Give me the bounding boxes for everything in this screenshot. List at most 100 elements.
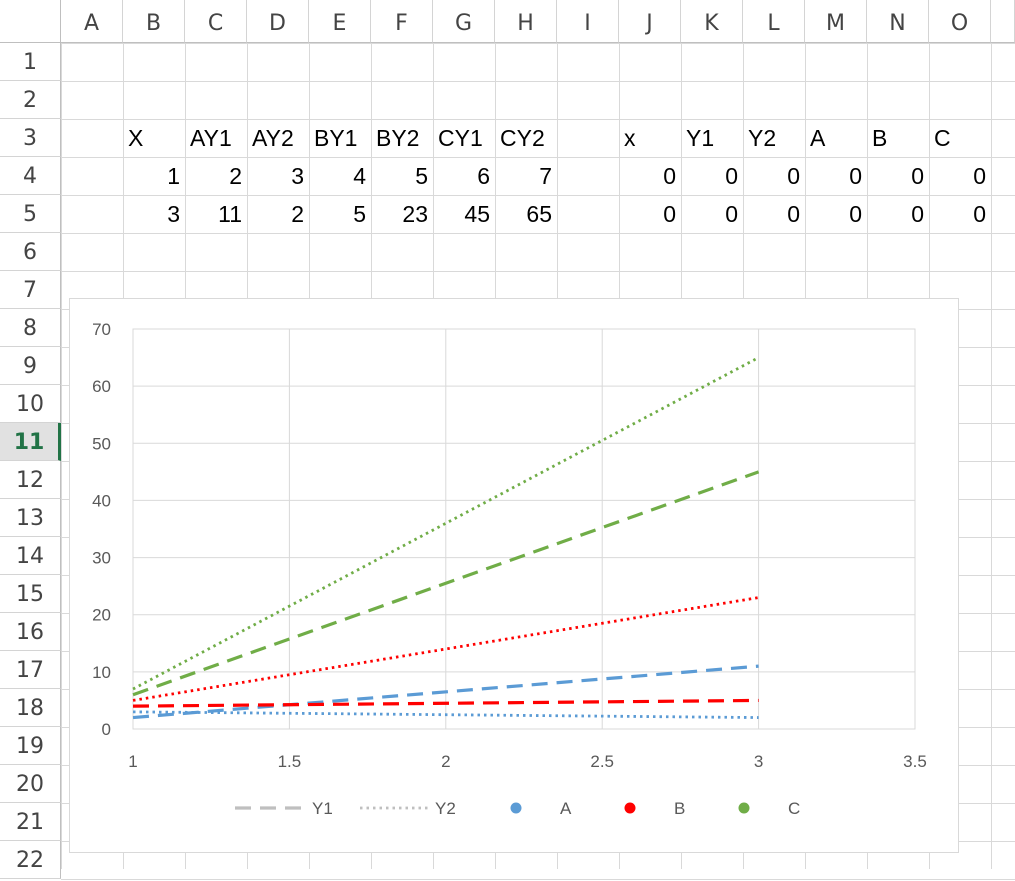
row-header-12[interactable]: 12 [0,461,61,499]
column-gridline [61,43,62,869]
cell-e4[interactable]: 4 [353,163,366,189]
cell-d3[interactable]: AY2 [252,125,294,151]
cell-l4[interactable]: 0 [787,163,800,189]
line-chart[interactable]: 0 10 20 30 40 50 60 70 1 1.5 2 2.5 3 3.5 Y1 Y2 A B C [69,298,959,853]
cell-f4[interactable]: 5 [415,163,428,189]
legend-label[interactable]: Y1 [312,799,333,818]
column-header-j[interactable]: J [619,0,681,43]
cell-h4[interactable]: 7 [539,163,552,189]
cell-k5[interactable]: 0 [725,201,738,227]
row-header-22[interactable]: 22 [0,841,61,879]
cell-e5[interactable]: 5 [353,201,366,227]
series-line-3[interactable] [132,698,759,708]
row-header-19[interactable]: 19 [0,727,61,765]
row-header-16[interactable]: 16 [0,613,61,651]
cell-b3[interactable]: X [128,125,144,151]
row-gridline [61,157,1015,158]
column-header-a[interactable]: A [61,0,123,43]
cell-o3[interactable]: C [934,125,951,151]
column-header-partial[interactable] [991,0,1015,43]
cell-n5[interactable]: 0 [911,201,924,227]
cell-b4[interactable]: 1 [167,163,180,189]
cell-m3[interactable]: A [810,125,826,151]
x-tick-label: 2.5 [590,752,614,771]
series-line-4[interactable] [132,596,759,702]
series-line-5[interactable] [132,470,760,697]
cell-g3[interactable]: CY1 [438,125,483,151]
cell-l3[interactable]: Y2 [748,125,777,151]
row-header-14[interactable]: 14 [0,537,61,575]
row-header-21[interactable]: 21 [0,803,61,841]
cell-o4[interactable]: 0 [973,163,986,189]
column-header-e[interactable]: E [309,0,371,43]
series-line-2[interactable] [132,710,759,719]
cell-k4[interactable]: 0 [725,163,738,189]
column-header-h[interactable]: H [495,0,557,43]
cell-c5[interactable]: 11 [218,201,242,227]
cell-g4[interactable]: 6 [477,163,490,189]
cell-d5[interactable]: 2 [291,201,304,227]
cell-l5[interactable]: 0 [787,201,800,227]
cell-g5[interactable]: 45 [464,201,490,227]
cell-f3[interactable]: BY2 [376,125,420,151]
row-header-20[interactable]: 20 [0,765,61,803]
column-header-n[interactable]: N [867,0,929,43]
row-header-17[interactable]: 17 [0,651,61,689]
row-header-2[interactable]: 2 [0,81,61,119]
column-header-c[interactable]: C [185,0,247,43]
row-header-4[interactable]: 4 [0,157,61,195]
column-header-g[interactable]: G [433,0,495,43]
row-header-5[interactable]: 5 [0,195,61,233]
row-header-13[interactable]: 13 [0,499,61,537]
cell-c3[interactable]: AY1 [190,125,232,151]
cell-n3[interactable]: B [872,125,888,151]
row-header-11[interactable]: 11 [0,423,61,461]
column-header-b[interactable]: B [123,0,185,43]
cell-e3[interactable]: BY1 [314,125,358,151]
legend-label[interactable]: B [674,799,685,818]
column-header-o[interactable]: O [929,0,991,43]
row-header-10[interactable]: 10 [0,385,61,423]
column-header-k[interactable]: K [681,0,743,43]
cell-j4[interactable]: 0 [663,163,676,189]
row-header-9[interactable]: 9 [0,347,61,385]
cell-h5[interactable]: 65 [526,201,552,227]
cell-c4[interactable]: 2 [229,163,242,189]
series-line-1[interactable] [132,664,759,720]
y-tick-label: 30 [92,549,111,568]
column-header-d[interactable]: D [247,0,309,43]
row-header-15[interactable]: 15 [0,575,61,613]
row-header-1[interactable]: 1 [0,43,61,81]
legend-label[interactable]: A [560,799,572,818]
cell-d4[interactable]: 3 [291,163,304,189]
row-header-7[interactable]: 7 [0,271,61,309]
column-header-m[interactable]: M [805,0,867,43]
cell-n4[interactable]: 0 [911,163,924,189]
cell-b5[interactable]: 3 [167,201,180,227]
cell-k3[interactable]: Y1 [686,125,715,151]
row-header-8[interactable]: 8 [0,309,61,347]
row-header-3[interactable]: 3 [0,119,61,157]
y-tick-label: 10 [92,663,111,682]
cell-j3[interactable]: x [624,125,636,151]
cell-m5[interactable]: 0 [849,201,862,227]
cell-o5[interactable]: 0 [973,201,986,227]
select-all-corner[interactable] [0,0,61,43]
column-header-f[interactable]: F [371,0,433,43]
cell-j5[interactable]: 0 [663,201,676,227]
column-header-l[interactable]: L [743,0,805,43]
x-tick-label: 3 [754,752,763,771]
row-gridline [61,119,1015,120]
row-header-6[interactable]: 6 [0,233,61,271]
legend-label[interactable]: Y2 [435,799,456,818]
plot-area[interactable] [132,328,916,730]
row-gridline [61,271,1015,272]
legend-label[interactable]: C [788,799,800,818]
cell-h3[interactable]: CY2 [500,125,545,151]
series-line-6[interactable] [132,356,760,691]
row-gridline [61,233,1015,234]
cell-m4[interactable]: 0 [849,163,862,189]
row-header-18[interactable]: 18 [0,689,61,727]
cell-f5[interactable]: 23 [402,201,428,227]
column-header-i[interactable]: I [557,0,619,43]
